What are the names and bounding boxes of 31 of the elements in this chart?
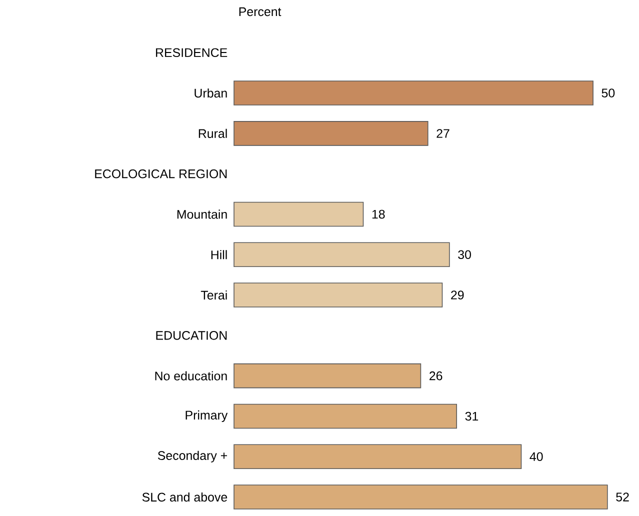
data-label: 30 [458, 250, 471, 260]
data-label: 18 [372, 210, 385, 219]
data-label: 31 [465, 412, 478, 421]
chart-title: Percent [239, 7, 282, 16]
bar [234, 404, 458, 429]
data-label: 52 [616, 492, 629, 502]
bar [234, 484, 608, 510]
data-label: 29 [451, 290, 464, 300]
y-tick-label: Hill [211, 250, 227, 260]
bar [234, 80, 594, 106]
y-tick-label: ECOLOGICAL REGION [95, 169, 227, 178]
bar [234, 363, 422, 388]
y-tick-label: Rural [198, 128, 227, 138]
y-tick-label: Mountain [177, 210, 227, 219]
y-tick-label: Secondary + [158, 450, 228, 462]
y-tick-label: EDUCATION [156, 331, 227, 340]
bar [234, 121, 428, 146]
data-label: 27 [436, 129, 450, 138]
y-tick-label: Primary [186, 410, 228, 422]
data-label: 40 [530, 452, 543, 462]
bar [234, 202, 364, 227]
y-tick-label: SLC and above [142, 492, 228, 502]
data-label: 50 [602, 88, 615, 98]
bar [234, 282, 443, 308]
bar [234, 242, 450, 268]
y-tick-label: RESIDENCE [156, 48, 228, 58]
y-tick-label: No education [155, 371, 227, 380]
data-label: 26 [430, 371, 442, 380]
y-tick-label: Urban [194, 88, 227, 98]
bar [234, 444, 522, 470]
y-tick-label: Terai [200, 290, 227, 300]
